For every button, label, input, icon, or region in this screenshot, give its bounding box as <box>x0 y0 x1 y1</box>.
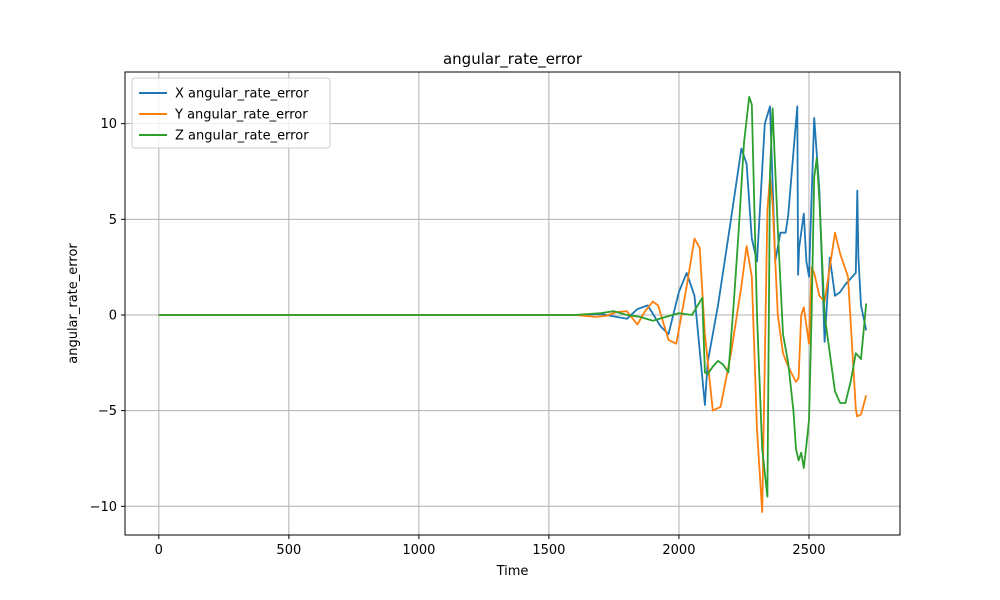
legend-entry: Z angular_rate_error <box>175 129 309 144</box>
x-tick-label: 1500 <box>532 543 565 558</box>
y-axis: −10 −5 0 5 10 <box>90 117 125 515</box>
y-tick-label: 10 <box>100 117 117 132</box>
x-tick-label: 2000 <box>662 543 695 558</box>
legend-entry: Y angular_rate_error <box>174 108 308 123</box>
x-tick-label: 0 <box>155 543 163 558</box>
chart-title: angular_rate_error <box>443 50 583 69</box>
plot-frame <box>124 71 901 536</box>
y-tick-label: −5 <box>98 404 117 419</box>
series-lines <box>158 96 868 513</box>
y-tick-label: 0 <box>109 308 117 323</box>
x-tick-label: 1000 <box>402 543 435 558</box>
x-tick-label: 500 <box>276 543 301 558</box>
y-axis-label: angular_rate_error <box>66 243 81 364</box>
legend-box <box>131 77 331 149</box>
legend: X angular_rate_error Y angular_rate_error… <box>131 77 331 149</box>
x-axis: 0 500 1000 1500 2000 2500 <box>155 535 826 558</box>
x-axis-label: Time <box>496 564 529 579</box>
series-line-y <box>158 176 868 513</box>
y-tick-label: −10 <box>90 500 117 515</box>
x-tick-label: 2500 <box>792 543 825 558</box>
legend-entry: X angular_rate_error <box>175 87 309 102</box>
y-tick-label: 5 <box>109 213 117 228</box>
series-line-z <box>158 96 868 498</box>
